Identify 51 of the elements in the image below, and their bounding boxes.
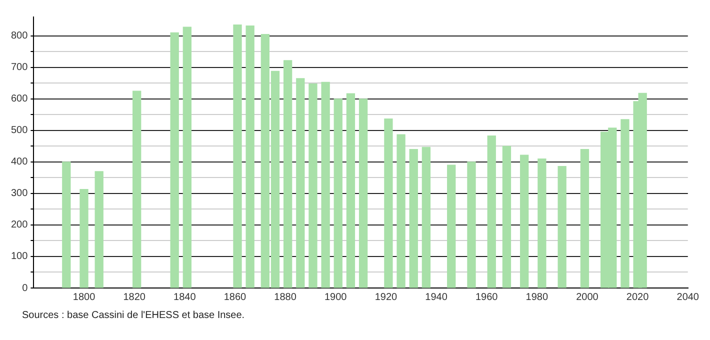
bar	[233, 24, 242, 288]
bar	[94, 171, 104, 288]
x-tick-label: 1860	[224, 292, 247, 303]
x-tick-label: 1920	[374, 292, 398, 303]
y-tick-label: 300	[10, 188, 28, 200]
bar	[447, 164, 456, 288]
y-tick-label: 700	[10, 62, 28, 74]
bar	[334, 98, 342, 288]
bar	[80, 189, 88, 288]
bar	[246, 25, 254, 288]
y-tick-label: 400	[10, 156, 28, 168]
x-tick-label: 1960	[475, 292, 498, 303]
bar	[283, 60, 292, 288]
bar	[296, 78, 305, 288]
bar	[502, 146, 512, 288]
x-tick-label: 1980	[526, 292, 548, 303]
bar	[538, 158, 546, 288]
bar	[62, 162, 71, 288]
bar	[182, 26, 192, 288]
x-tick-label: 2000	[576, 292, 599, 303]
bar	[384, 118, 393, 288]
bar	[620, 119, 630, 288]
y-tick-label: 800	[10, 30, 28, 42]
x-tick-label: 1820	[123, 292, 146, 303]
y-tick-label: 200	[10, 220, 28, 231]
x-tick-label: 1880	[274, 292, 297, 303]
x-tick-label: 1940	[425, 292, 448, 303]
bar	[358, 98, 368, 288]
bar	[346, 93, 356, 288]
y-tick-label: 500	[10, 125, 28, 136]
bar	[308, 83, 318, 288]
source-note: Sources : base Cassini de l'EHESS et base Insee.	[22, 310, 246, 321]
bar	[487, 135, 496, 288]
x-tick-label: 2040	[676, 292, 700, 303]
bar	[422, 146, 431, 288]
y-tick-label: 0	[22, 282, 28, 294]
bar	[520, 154, 529, 288]
x-tick-label: 1800	[72, 292, 96, 303]
bar	[170, 32, 179, 288]
y-tick-label: 600	[10, 94, 28, 105]
bar	[580, 149, 590, 288]
bar	[132, 90, 142, 288]
x-tick-label: 1840	[174, 292, 196, 303]
x-tick-label: 2020	[626, 292, 650, 303]
x-tick-label: 1900	[324, 292, 348, 303]
y-tick-label: 100	[10, 251, 28, 262]
bar	[467, 162, 476, 288]
bar	[396, 134, 406, 288]
bar	[409, 149, 418, 288]
bar	[321, 82, 330, 288]
bar	[558, 166, 566, 288]
